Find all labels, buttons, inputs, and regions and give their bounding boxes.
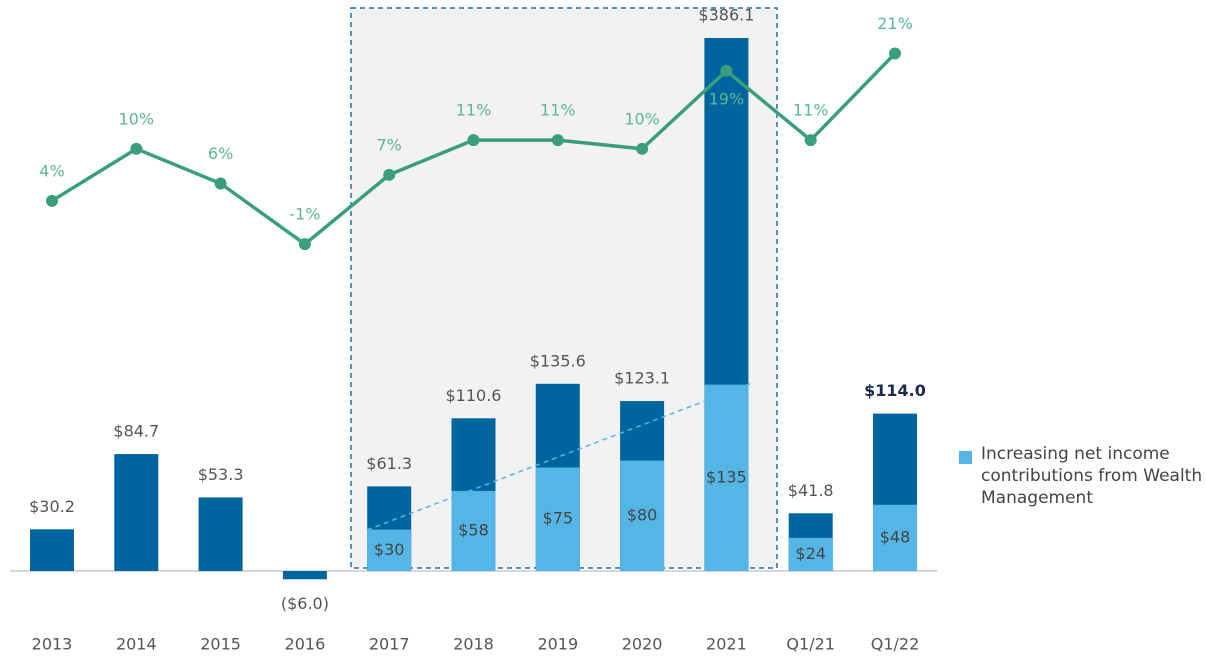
line-label: 6% xyxy=(208,144,233,163)
line-point xyxy=(720,64,733,77)
wm-value-label: $75 xyxy=(543,509,574,528)
line-label: 19% xyxy=(709,89,745,108)
wm-bar xyxy=(788,537,833,571)
wm-value-label: $58 xyxy=(458,520,489,539)
line-label: 11% xyxy=(456,101,492,120)
line-point xyxy=(467,134,480,147)
value-label: $123.1 xyxy=(614,369,670,388)
line-point xyxy=(889,47,901,60)
line-label: 4% xyxy=(39,161,64,180)
line-label: 11% xyxy=(540,101,576,120)
bar xyxy=(30,529,74,571)
wm-value-label: $80 xyxy=(627,505,658,524)
wm-bar xyxy=(451,490,496,571)
x-tick-label: 2019 xyxy=(537,635,578,654)
x-tick-label: 2014 xyxy=(116,635,157,654)
trend-line xyxy=(366,382,753,531)
x-tick-label: 2017 xyxy=(369,635,410,654)
line-point xyxy=(551,134,564,147)
line-label: 10% xyxy=(624,109,660,128)
wm-bar xyxy=(620,460,665,571)
value-label: $30.2 xyxy=(29,497,75,516)
bars xyxy=(30,37,917,580)
line-label: 10% xyxy=(119,109,155,128)
x-tick-label: 2013 xyxy=(32,635,73,654)
wm-bar xyxy=(535,467,580,571)
wm-bar xyxy=(367,529,412,571)
line-point xyxy=(804,134,817,147)
value-label: $41.8 xyxy=(788,481,834,500)
line-point xyxy=(636,142,649,155)
line-label: 11% xyxy=(793,101,829,120)
bar xyxy=(198,497,243,571)
x-tick-label: Q1/21 xyxy=(786,635,835,654)
line-label: 21% xyxy=(877,14,913,33)
bar xyxy=(114,454,159,571)
wm-value-label: $48 xyxy=(880,527,911,546)
x-tick-label: 2020 xyxy=(622,635,663,654)
x-tick-label: 2021 xyxy=(706,635,747,654)
overlay: 2013 $30.2 2014 $84.7 2015 $53.3 2016 ($6.0) 201… xyxy=(29,5,926,653)
value-label: $386.1 xyxy=(698,5,754,24)
line-point xyxy=(214,177,227,190)
x-tick-label: 2015 xyxy=(200,635,241,654)
value-label: $110.6 xyxy=(446,386,502,405)
value-label: ($6.0) xyxy=(281,594,329,613)
x-tick-label: 2018 xyxy=(453,635,494,654)
wm-value-label: $30 xyxy=(374,540,405,559)
value-label: $114.0 xyxy=(864,381,926,400)
line-point xyxy=(298,238,311,251)
line-point xyxy=(130,142,143,155)
wm-bar xyxy=(704,384,749,571)
value-label: $61.3 xyxy=(366,454,412,473)
line-label: 7% xyxy=(377,135,402,154)
value-label: $135.6 xyxy=(530,351,586,370)
legend-label: Increasing net income contributions from… xyxy=(981,444,1203,508)
line-point xyxy=(383,168,396,181)
bar xyxy=(282,570,327,580)
wm-bar xyxy=(873,504,917,571)
x-tick-label: 2016 xyxy=(285,635,326,654)
line-label: -1% xyxy=(289,205,320,224)
legend-swatch xyxy=(959,451,972,464)
value-label: $53.3 xyxy=(198,465,244,484)
x-tick-label: Q1/22 xyxy=(871,635,920,654)
line-point xyxy=(46,194,58,207)
wm-value-label: $24 xyxy=(795,544,826,563)
wm-value-label: $135 xyxy=(706,467,747,486)
value-label: $84.7 xyxy=(113,422,159,441)
